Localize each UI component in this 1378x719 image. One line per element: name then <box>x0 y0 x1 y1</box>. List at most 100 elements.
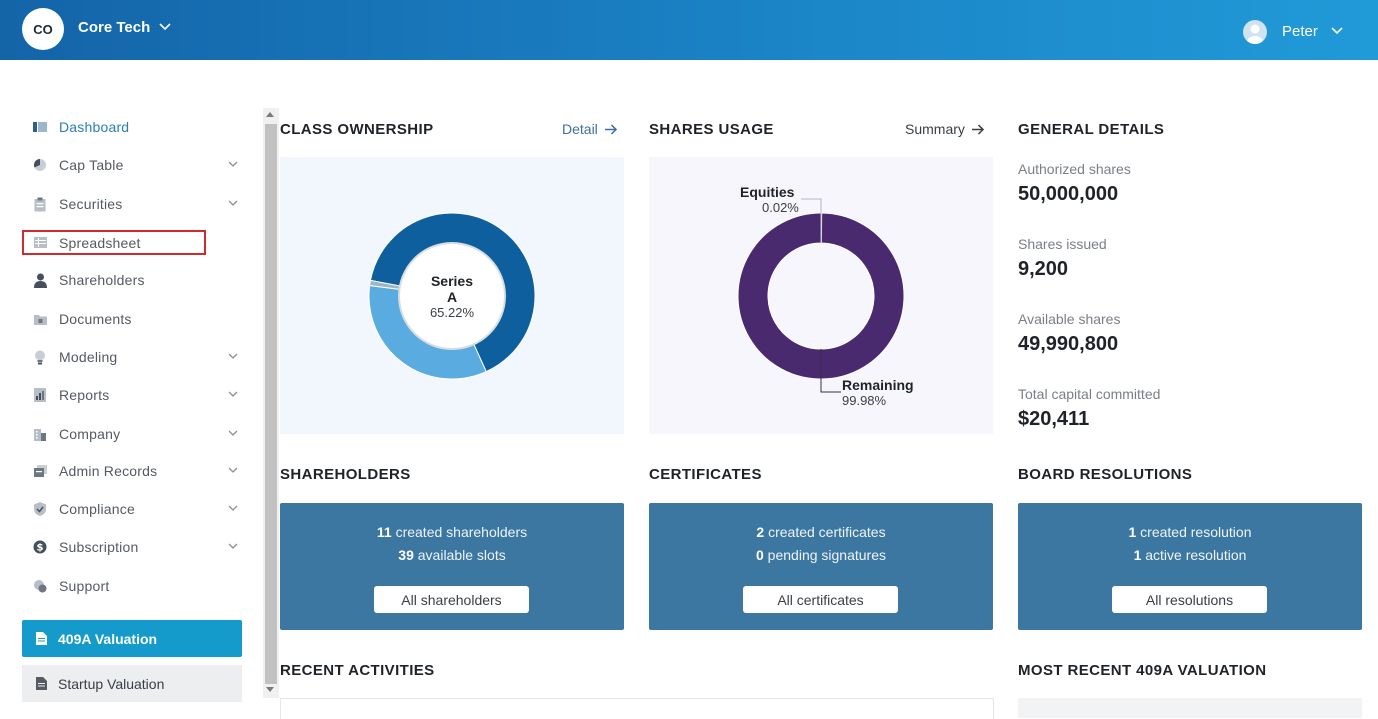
all-shareholders-button[interactable]: All shareholders <box>374 586 529 613</box>
certificates-title: CERTIFICATES <box>649 466 762 483</box>
user-avatar[interactable] <box>1243 20 1267 44</box>
sidebar-item-label: Securities <box>59 196 123 212</box>
recent-activities-list <box>280 698 994 719</box>
sidebar-item-label: Dashboard <box>59 119 130 135</box>
shares-issued-value: 9,200 <box>1018 258 1069 280</box>
recent-valuation-title: MOST RECENT 409A VALUATION <box>1018 662 1267 679</box>
total-capital-label: Total capital committed <box>1018 386 1161 402</box>
scrollbar-thumb[interactable] <box>265 124 277 684</box>
shareholders-created-text: created shareholders <box>391 524 528 540</box>
all-certificates-button[interactable]: All certificates <box>743 586 898 613</box>
certificates-created-line: 2 created certificates <box>649 524 993 540</box>
certificates-pending-text: pending signatures <box>763 547 886 563</box>
sidebar-item-compliance[interactable]: Compliance <box>22 494 244 524</box>
chevron-down-icon <box>228 543 238 549</box>
409a-valuation-button[interactable]: 409A Valuation <box>22 620 242 657</box>
support-icon <box>33 579 47 593</box>
sidebar-item-dashboard[interactable]: Dashboard <box>22 112 244 142</box>
shareholders-slots-text: available slots <box>413 547 506 563</box>
sidebar-item-admin-records[interactable]: Admin Records <box>22 456 244 486</box>
startup-valuation-label: Startup Valuation <box>58 675 165 692</box>
resolutions-active-text: active resolution <box>1141 547 1247 563</box>
sidebar-item-cap-table[interactable]: Cap Table <box>22 150 244 180</box>
chevron-down-icon <box>228 467 238 473</box>
sidebar-item-subscription[interactable]: $ Subscription <box>22 532 244 562</box>
sidebar-item-label: Modeling <box>59 349 118 365</box>
sidebar-item-modeling[interactable]: Modeling <box>22 342 244 372</box>
donut-slice-remaining[interactable] <box>737 212 905 380</box>
user-avatar-icon <box>1247 24 1263 44</box>
shield-icon <box>33 502 47 516</box>
certificates-created-count: 2 <box>756 524 765 540</box>
document-icon <box>36 631 48 646</box>
all-resolutions-button[interactable]: All resolutions <box>1112 586 1267 613</box>
chevron-down-icon <box>228 161 238 167</box>
resolutions-created-text: created resolution <box>1136 524 1252 540</box>
chevron-down-icon[interactable] <box>1330 26 1344 36</box>
shares-usage-title: SHARES USAGE <box>649 121 774 138</box>
summary-link-label: Summary <box>905 121 965 137</box>
class-ownership-donut-chart[interactable] <box>280 157 624 434</box>
sidebar-item-spreadsheet[interactable]: Spreadsheet <box>22 230 206 255</box>
company-logo[interactable]: CO <box>22 8 64 50</box>
board-resolutions-card: 1 created resolution 1 active resolution… <box>1018 503 1362 630</box>
scroll-down-arrow-icon[interactable] <box>266 687 274 692</box>
shareholders-card: 11 created shareholders 39 available slo… <box>280 503 624 630</box>
lightbulb-icon <box>33 350 47 364</box>
sidebar-item-label: Shareholders <box>59 272 145 288</box>
sidebar-item-securities[interactable]: Securities <box>22 189 244 219</box>
scroll-up-arrow-icon[interactable] <box>266 112 274 117</box>
available-shares-label: Available shares <box>1018 311 1121 327</box>
sidebar-item-label: Documents <box>59 311 132 327</box>
startup-valuation-button[interactable]: Startup Valuation <box>22 665 242 702</box>
donut-center-value: 65.22% <box>429 305 475 320</box>
sidebar-item-shareholders[interactable]: Shareholders <box>22 265 244 295</box>
recent-activities-title: RECENT ACTIVITIES <box>280 662 435 679</box>
resolutions-created-line: 1 created resolution <box>1018 524 1362 540</box>
top-bar: CO Core Tech Peter <box>0 0 1378 60</box>
sidebar-item-label: Compliance <box>59 501 135 517</box>
svg-text:$: $ <box>37 543 44 554</box>
sidebar-item-documents[interactable]: Documents <box>22 304 244 334</box>
class-ownership-title: CLASS OWNERSHIP <box>280 121 434 138</box>
shares-usage-donut-chart[interactable] <box>649 157 993 434</box>
shareholders-slots-count: 39 <box>398 547 414 563</box>
409a-valuation-label: 409A Valuation <box>58 630 158 647</box>
detail-link-label: Detail <box>562 121 598 137</box>
sidebar-item-support[interactable]: Support <box>22 571 244 601</box>
chevron-down-icon[interactable] <box>158 22 172 32</box>
certificates-card: 2 created certificates 0 pending signatu… <box>649 503 993 630</box>
class-ownership-detail-link[interactable]: Detail <box>562 121 618 137</box>
dollar-icon: $ <box>33 540 47 554</box>
sidebar-item-label: Company <box>59 426 121 442</box>
donut-slices-group <box>368 212 536 380</box>
company-name[interactable]: Core Tech <box>78 19 151 36</box>
main-scrollbar[interactable] <box>263 108 279 698</box>
sidebar-item-label: Reports <box>59 387 110 403</box>
remaining-value: 99.98% <box>842 393 887 408</box>
arrow-right-icon <box>604 123 617 135</box>
resolutions-created-count: 1 <box>1128 524 1137 540</box>
chevron-down-icon <box>228 353 238 359</box>
certificates-pending-count: 0 <box>756 547 764 563</box>
authorized-shares-label: Authorized shares <box>1018 161 1131 177</box>
shares-usage-summary-link[interactable]: Summary <box>905 121 985 137</box>
remaining-leader-line <box>820 349 841 393</box>
authorized-shares-value: 50,000,000 <box>1018 183 1119 205</box>
chevron-down-icon <box>228 430 238 436</box>
sidebar-item-company[interactable]: Company <box>22 419 244 449</box>
equities-leader-line <box>801 198 822 243</box>
remaining-label: Remaining <box>842 377 914 393</box>
class-ownership-panel: Series A 65.22% <box>280 157 624 434</box>
board-resolutions-title: BOARD RESOLUTIONS <box>1018 466 1193 483</box>
certificates-created-text: created certificates <box>764 524 886 540</box>
resolutions-active-line: 1 active resolution <box>1018 547 1362 563</box>
sidebar-item-label: Spreadsheet <box>59 234 141 251</box>
donut-center-class: A <box>446 289 458 305</box>
user-name[interactable]: Peter <box>1282 23 1318 40</box>
equities-label: Equities <box>740 184 795 200</box>
report-icon <box>33 388 47 402</box>
sidebar-item-label: Support <box>59 578 110 594</box>
sidebar-item-reports[interactable]: Reports <box>22 380 244 410</box>
equities-value: 0.02% <box>762 200 799 215</box>
